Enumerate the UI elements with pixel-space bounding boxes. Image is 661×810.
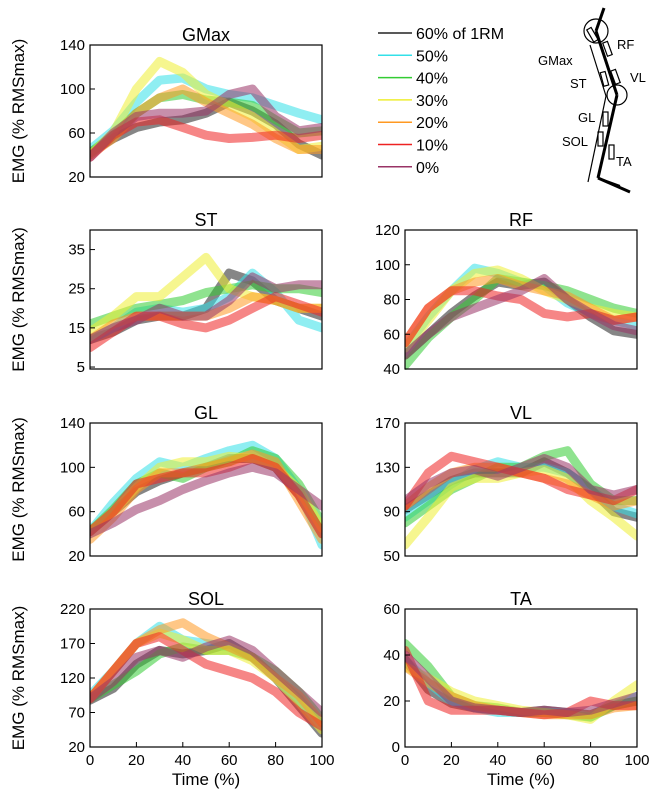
y-tick-label: 15 — [68, 320, 85, 337]
series-band — [405, 650, 637, 717]
y-tick-label: 40 — [383, 361, 400, 378]
x-tick-label: 20 — [443, 752, 460, 769]
y-tick-label: 60 — [68, 504, 85, 521]
y-tick-label: 100 — [60, 81, 85, 98]
y-axis-label: EMG (% RMSmax) — [9, 417, 28, 562]
y-tick-label: 170 — [60, 636, 85, 653]
x-tick-label: 20 — [128, 752, 145, 769]
y-tick-label: 60 — [383, 601, 400, 618]
y-tick-label: 20 — [68, 548, 85, 565]
y-tick-label: 20 — [68, 739, 85, 756]
y-tick-label: 20 — [68, 169, 85, 186]
y-tick-label: 170 — [375, 415, 400, 432]
x-tick-label: 60 — [221, 752, 238, 769]
y-tick-label: 130 — [375, 459, 400, 476]
series-band — [405, 451, 637, 511]
plot-area — [90, 618, 322, 738]
y-tick-label: 70 — [68, 705, 85, 722]
x-tick-label: 0 — [86, 752, 94, 769]
diagram-label: VL — [630, 70, 646, 85]
plot-area — [90, 57, 322, 162]
x-axis-label: Time (%) — [172, 770, 240, 789]
y-tick-label: 220 — [60, 601, 85, 618]
plot-area — [90, 252, 322, 352]
x-axis-label: Time (%) — [487, 770, 555, 789]
diagram-label: GL — [578, 110, 595, 125]
plot-frame — [404, 422, 638, 557]
plot-frame — [89, 229, 323, 370]
y-axis-label: EMG (% RMSmax) — [9, 39, 28, 184]
plot-frame — [89, 44, 323, 178]
legend-label: 10% — [416, 138, 448, 155]
y-tick-label: 35 — [68, 242, 85, 259]
y-tick-label: 5 — [77, 359, 85, 376]
series-band — [90, 272, 322, 345]
diagram-label: GMax — [538, 53, 573, 68]
x-tick-label: 100 — [624, 752, 649, 769]
panel-title: ST — [194, 210, 217, 230]
diagram-label: ST — [570, 76, 587, 91]
panel-title: GMax — [182, 25, 230, 45]
x-tick-label: 0 — [401, 752, 409, 769]
x-tick-label: 100 — [309, 752, 334, 769]
x-tick-label: 40 — [489, 752, 506, 769]
legend-label: 50% — [416, 48, 448, 65]
plot-area — [405, 639, 637, 724]
y-tick-label: 0 — [392, 739, 400, 756]
x-tick-label: 40 — [174, 752, 191, 769]
plot-frame — [89, 422, 323, 557]
y-tick-label: 60 — [68, 125, 85, 142]
x-tick-label: 80 — [267, 752, 284, 769]
y-tick-label: 100 — [375, 257, 400, 274]
x-tick-label: 80 — [582, 752, 599, 769]
diagram-label: TA — [616, 154, 632, 169]
y-axis-label: EMG (% RMSmax) — [9, 227, 28, 372]
y-tick-label: 140 — [60, 37, 85, 54]
x-tick-label: 60 — [536, 752, 553, 769]
series-band — [90, 632, 322, 731]
plot-area — [90, 440, 322, 550]
legend-label: 20% — [416, 115, 448, 132]
y-tick-label: 80 — [383, 292, 400, 309]
series-band — [405, 454, 637, 506]
y-tick-label: 90 — [383, 504, 400, 521]
y-axis-label: EMG (% RMSmax) — [9, 606, 28, 751]
plot-area — [405, 446, 637, 550]
panel-title: RF — [509, 210, 533, 230]
legend-label: 0% — [416, 160, 439, 177]
panel-title: SOL — [188, 589, 224, 609]
y-tick-label: 120 — [60, 670, 85, 687]
y-tick-label: 50 — [383, 548, 400, 565]
diagram-label: SOL — [562, 134, 588, 149]
y-tick-label: 140 — [60, 415, 85, 432]
legend-label: 40% — [416, 71, 448, 88]
series-band — [90, 84, 322, 162]
series-band — [90, 635, 322, 717]
diagram-label: RF — [617, 37, 634, 52]
panel-title: VL — [510, 403, 532, 423]
y-tick-label: 25 — [68, 281, 85, 298]
legend-label: 60% of 1RM — [416, 26, 504, 43]
series-band — [90, 462, 322, 539]
panel-title: TA — [510, 589, 532, 609]
series-band — [405, 274, 637, 360]
leg-diagram — [583, 7, 631, 194]
y-tick-label: 100 — [60, 459, 85, 476]
y-tick-label: 60 — [383, 326, 400, 343]
plot-area — [405, 263, 637, 370]
y-tick-label: 120 — [375, 222, 400, 239]
panel-title: GL — [194, 403, 218, 423]
y-tick-label: 20 — [383, 693, 400, 710]
y-tick-label: 40 — [383, 647, 400, 664]
plot-frame — [404, 608, 638, 748]
legend-label: 30% — [416, 93, 448, 110]
